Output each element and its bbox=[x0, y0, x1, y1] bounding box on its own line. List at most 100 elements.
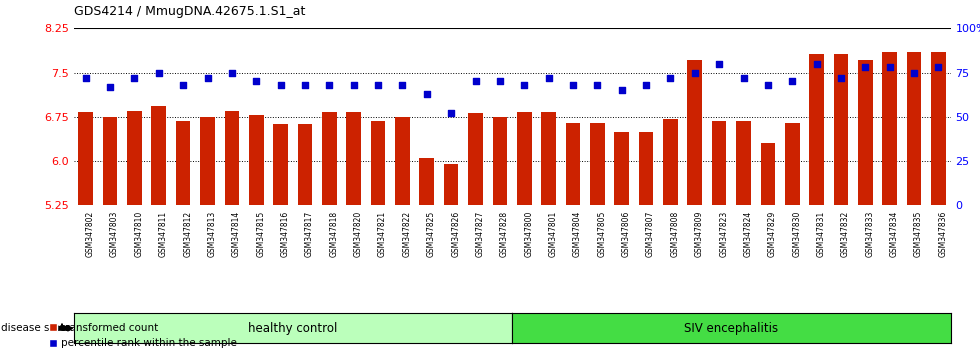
Text: GSM347805: GSM347805 bbox=[598, 211, 607, 257]
Point bbox=[808, 61, 824, 67]
Text: GSM347836: GSM347836 bbox=[939, 211, 948, 257]
Bar bbox=[127, 111, 142, 205]
Bar bbox=[419, 158, 434, 205]
Text: disease state: disease state bbox=[1, 323, 71, 333]
Text: GSM347804: GSM347804 bbox=[573, 211, 582, 257]
Text: GSM347813: GSM347813 bbox=[208, 211, 217, 257]
Bar bbox=[103, 117, 118, 205]
Text: GSM347831: GSM347831 bbox=[816, 211, 825, 257]
Point bbox=[784, 79, 800, 84]
Point bbox=[492, 79, 508, 84]
Text: GSM347810: GSM347810 bbox=[134, 211, 143, 257]
Point bbox=[662, 75, 678, 81]
Legend: transformed count, percentile rank within the sample: transformed count, percentile rank withi… bbox=[44, 319, 241, 352]
Text: GSM347811: GSM347811 bbox=[159, 211, 168, 257]
Text: GSM347817: GSM347817 bbox=[305, 211, 314, 257]
Bar bbox=[152, 106, 166, 205]
Text: GSM347802: GSM347802 bbox=[85, 211, 95, 257]
Point bbox=[102, 84, 118, 90]
Text: GSM347818: GSM347818 bbox=[329, 211, 338, 257]
Text: healthy control: healthy control bbox=[248, 322, 337, 335]
Text: GSM347800: GSM347800 bbox=[524, 211, 533, 257]
Bar bbox=[249, 115, 264, 205]
Text: GSM347830: GSM347830 bbox=[792, 211, 802, 257]
Text: GSM347822: GSM347822 bbox=[403, 211, 412, 257]
Point bbox=[711, 61, 727, 67]
Point bbox=[297, 82, 313, 88]
Bar bbox=[175, 121, 190, 205]
Text: GSM347815: GSM347815 bbox=[256, 211, 266, 257]
Point bbox=[151, 70, 167, 75]
Bar bbox=[785, 123, 800, 205]
Point bbox=[200, 75, 216, 81]
Bar bbox=[395, 117, 410, 205]
Text: GSM347827: GSM347827 bbox=[475, 211, 484, 257]
Text: GSM347812: GSM347812 bbox=[183, 211, 192, 257]
Bar bbox=[931, 52, 946, 205]
Text: GDS4214 / MmugDNA.42675.1.S1_at: GDS4214 / MmugDNA.42675.1.S1_at bbox=[74, 5, 305, 18]
Bar bbox=[906, 52, 921, 205]
Point bbox=[736, 75, 752, 81]
Bar bbox=[882, 52, 897, 205]
Bar bbox=[444, 164, 459, 205]
Text: GSM347824: GSM347824 bbox=[744, 211, 753, 257]
Bar bbox=[370, 121, 385, 205]
Text: GSM347816: GSM347816 bbox=[280, 211, 290, 257]
Bar bbox=[590, 123, 605, 205]
Point bbox=[126, 75, 142, 81]
Bar bbox=[687, 59, 702, 205]
Text: GSM347829: GSM347829 bbox=[768, 211, 777, 257]
Bar bbox=[809, 54, 824, 205]
Bar bbox=[493, 117, 508, 205]
Point bbox=[565, 82, 581, 88]
Text: GSM347801: GSM347801 bbox=[549, 211, 558, 257]
Bar bbox=[541, 112, 556, 205]
Point bbox=[906, 70, 922, 75]
Point bbox=[882, 64, 898, 70]
Point bbox=[833, 75, 849, 81]
Point bbox=[395, 82, 411, 88]
Bar bbox=[760, 143, 775, 205]
Text: GSM347828: GSM347828 bbox=[500, 211, 509, 257]
Text: GSM347835: GSM347835 bbox=[914, 211, 923, 257]
Point bbox=[931, 64, 947, 70]
Point bbox=[175, 82, 191, 88]
Point bbox=[248, 79, 264, 84]
Point bbox=[858, 64, 873, 70]
Text: SIV encephalitis: SIV encephalitis bbox=[684, 322, 778, 335]
Point bbox=[541, 75, 557, 81]
Text: GSM347808: GSM347808 bbox=[670, 211, 679, 257]
Bar bbox=[663, 119, 678, 205]
Bar bbox=[468, 113, 483, 205]
Bar bbox=[834, 54, 849, 205]
Bar bbox=[78, 112, 93, 205]
Bar bbox=[614, 132, 629, 205]
Bar bbox=[639, 132, 654, 205]
Point bbox=[224, 70, 240, 75]
Bar bbox=[200, 117, 215, 205]
Point bbox=[590, 82, 606, 88]
Point bbox=[346, 82, 362, 88]
Text: GSM347803: GSM347803 bbox=[110, 211, 119, 257]
Point bbox=[272, 82, 288, 88]
Text: GSM347809: GSM347809 bbox=[695, 211, 704, 257]
Point bbox=[77, 75, 93, 81]
Bar bbox=[711, 121, 726, 205]
Text: GSM347834: GSM347834 bbox=[890, 211, 899, 257]
Bar bbox=[224, 111, 239, 205]
Bar bbox=[298, 125, 313, 205]
Point bbox=[443, 110, 459, 116]
Bar bbox=[516, 112, 531, 205]
Point bbox=[370, 82, 386, 88]
Bar bbox=[858, 59, 872, 205]
Text: GSM347832: GSM347832 bbox=[841, 211, 850, 257]
Point bbox=[467, 79, 483, 84]
Point bbox=[687, 70, 703, 75]
Point bbox=[321, 82, 337, 88]
Point bbox=[760, 82, 776, 88]
Bar bbox=[346, 112, 361, 205]
Text: GSM347807: GSM347807 bbox=[646, 211, 655, 257]
Bar bbox=[736, 121, 751, 205]
Point bbox=[638, 82, 654, 88]
Bar bbox=[565, 123, 580, 205]
